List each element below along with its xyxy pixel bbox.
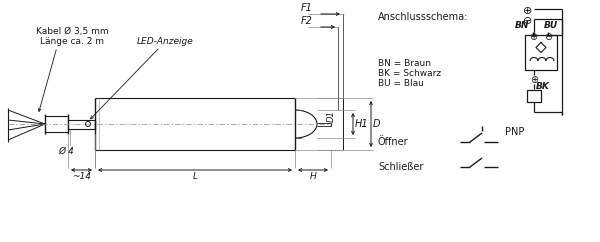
Text: ⊖: ⊖ (523, 16, 533, 26)
Text: L: L (193, 172, 197, 181)
Text: Anschlussschema:: Anschlussschema: (378, 12, 469, 22)
Text: D1: D1 (327, 110, 336, 122)
Text: BN = Braun: BN = Braun (378, 59, 431, 68)
Text: Kabel Ø 3,5 mm
Länge ca. 2 m: Kabel Ø 3,5 mm Länge ca. 2 m (35, 27, 109, 46)
Text: H: H (310, 172, 316, 181)
Text: PNP: PNP (505, 127, 524, 137)
Text: BU: BU (544, 21, 558, 30)
Text: F1: F1 (301, 3, 313, 13)
Text: F2: F2 (301, 16, 313, 26)
Text: BN: BN (515, 21, 529, 30)
Text: D: D (373, 119, 380, 129)
Text: ⊕: ⊕ (523, 6, 533, 16)
Text: LED-Anzeige: LED-Anzeige (137, 37, 193, 46)
Text: ⊕: ⊕ (530, 75, 538, 85)
Text: ⊖: ⊖ (544, 32, 552, 42)
Text: BU = Blau: BU = Blau (378, 79, 424, 88)
Bar (527, 90, 541, 102)
Text: Schließer: Schließer (378, 162, 424, 172)
Text: H1: H1 (355, 119, 368, 129)
Text: ⊕: ⊕ (529, 32, 537, 42)
Text: BK = Schwarz: BK = Schwarz (378, 69, 441, 78)
Text: Öffner: Öffner (378, 137, 409, 147)
Text: Ø 4: Ø 4 (58, 146, 74, 156)
Bar (525, 35, 557, 70)
Text: ~14: ~14 (72, 172, 91, 181)
Text: BK: BK (536, 82, 550, 91)
